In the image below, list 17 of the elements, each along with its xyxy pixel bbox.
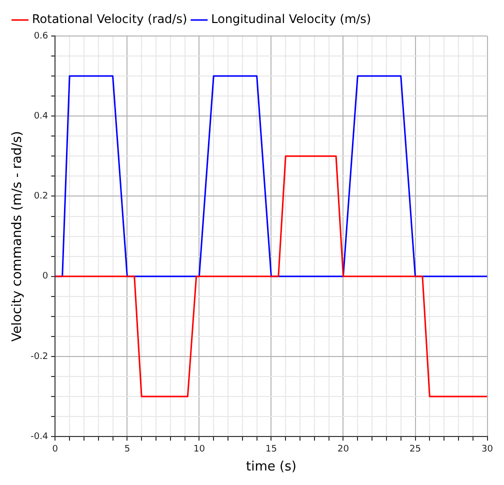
y-tick-label: -0.4 [30,432,48,442]
legend-label: Longitudinal Velocity (m/s) [211,12,372,26]
y-tick-label: 0.6 [34,31,48,42]
x-tick-label: 20 [338,444,350,454]
y-tick-label: -0.2 [30,352,48,362]
y-tick-label: 0.2 [34,192,48,202]
legend-label: Rotational Velocity (rad/s) [32,12,188,26]
y-tick-label: 0 [42,272,48,282]
y-tick-label: 0.4 [34,111,48,122]
x-tick-label: 10 [193,444,206,454]
x-tick-label: 5 [124,444,130,454]
x-tick-label: 15 [265,444,277,454]
x-tick-label: 0 [52,444,58,454]
x-tick-label: 30 [482,444,494,454]
y-axis-title: Velocity commands (m/s - rad/s) [10,131,26,342]
x-axis-title: time (s) [246,460,296,475]
x-tick-label: 25 [410,444,421,454]
